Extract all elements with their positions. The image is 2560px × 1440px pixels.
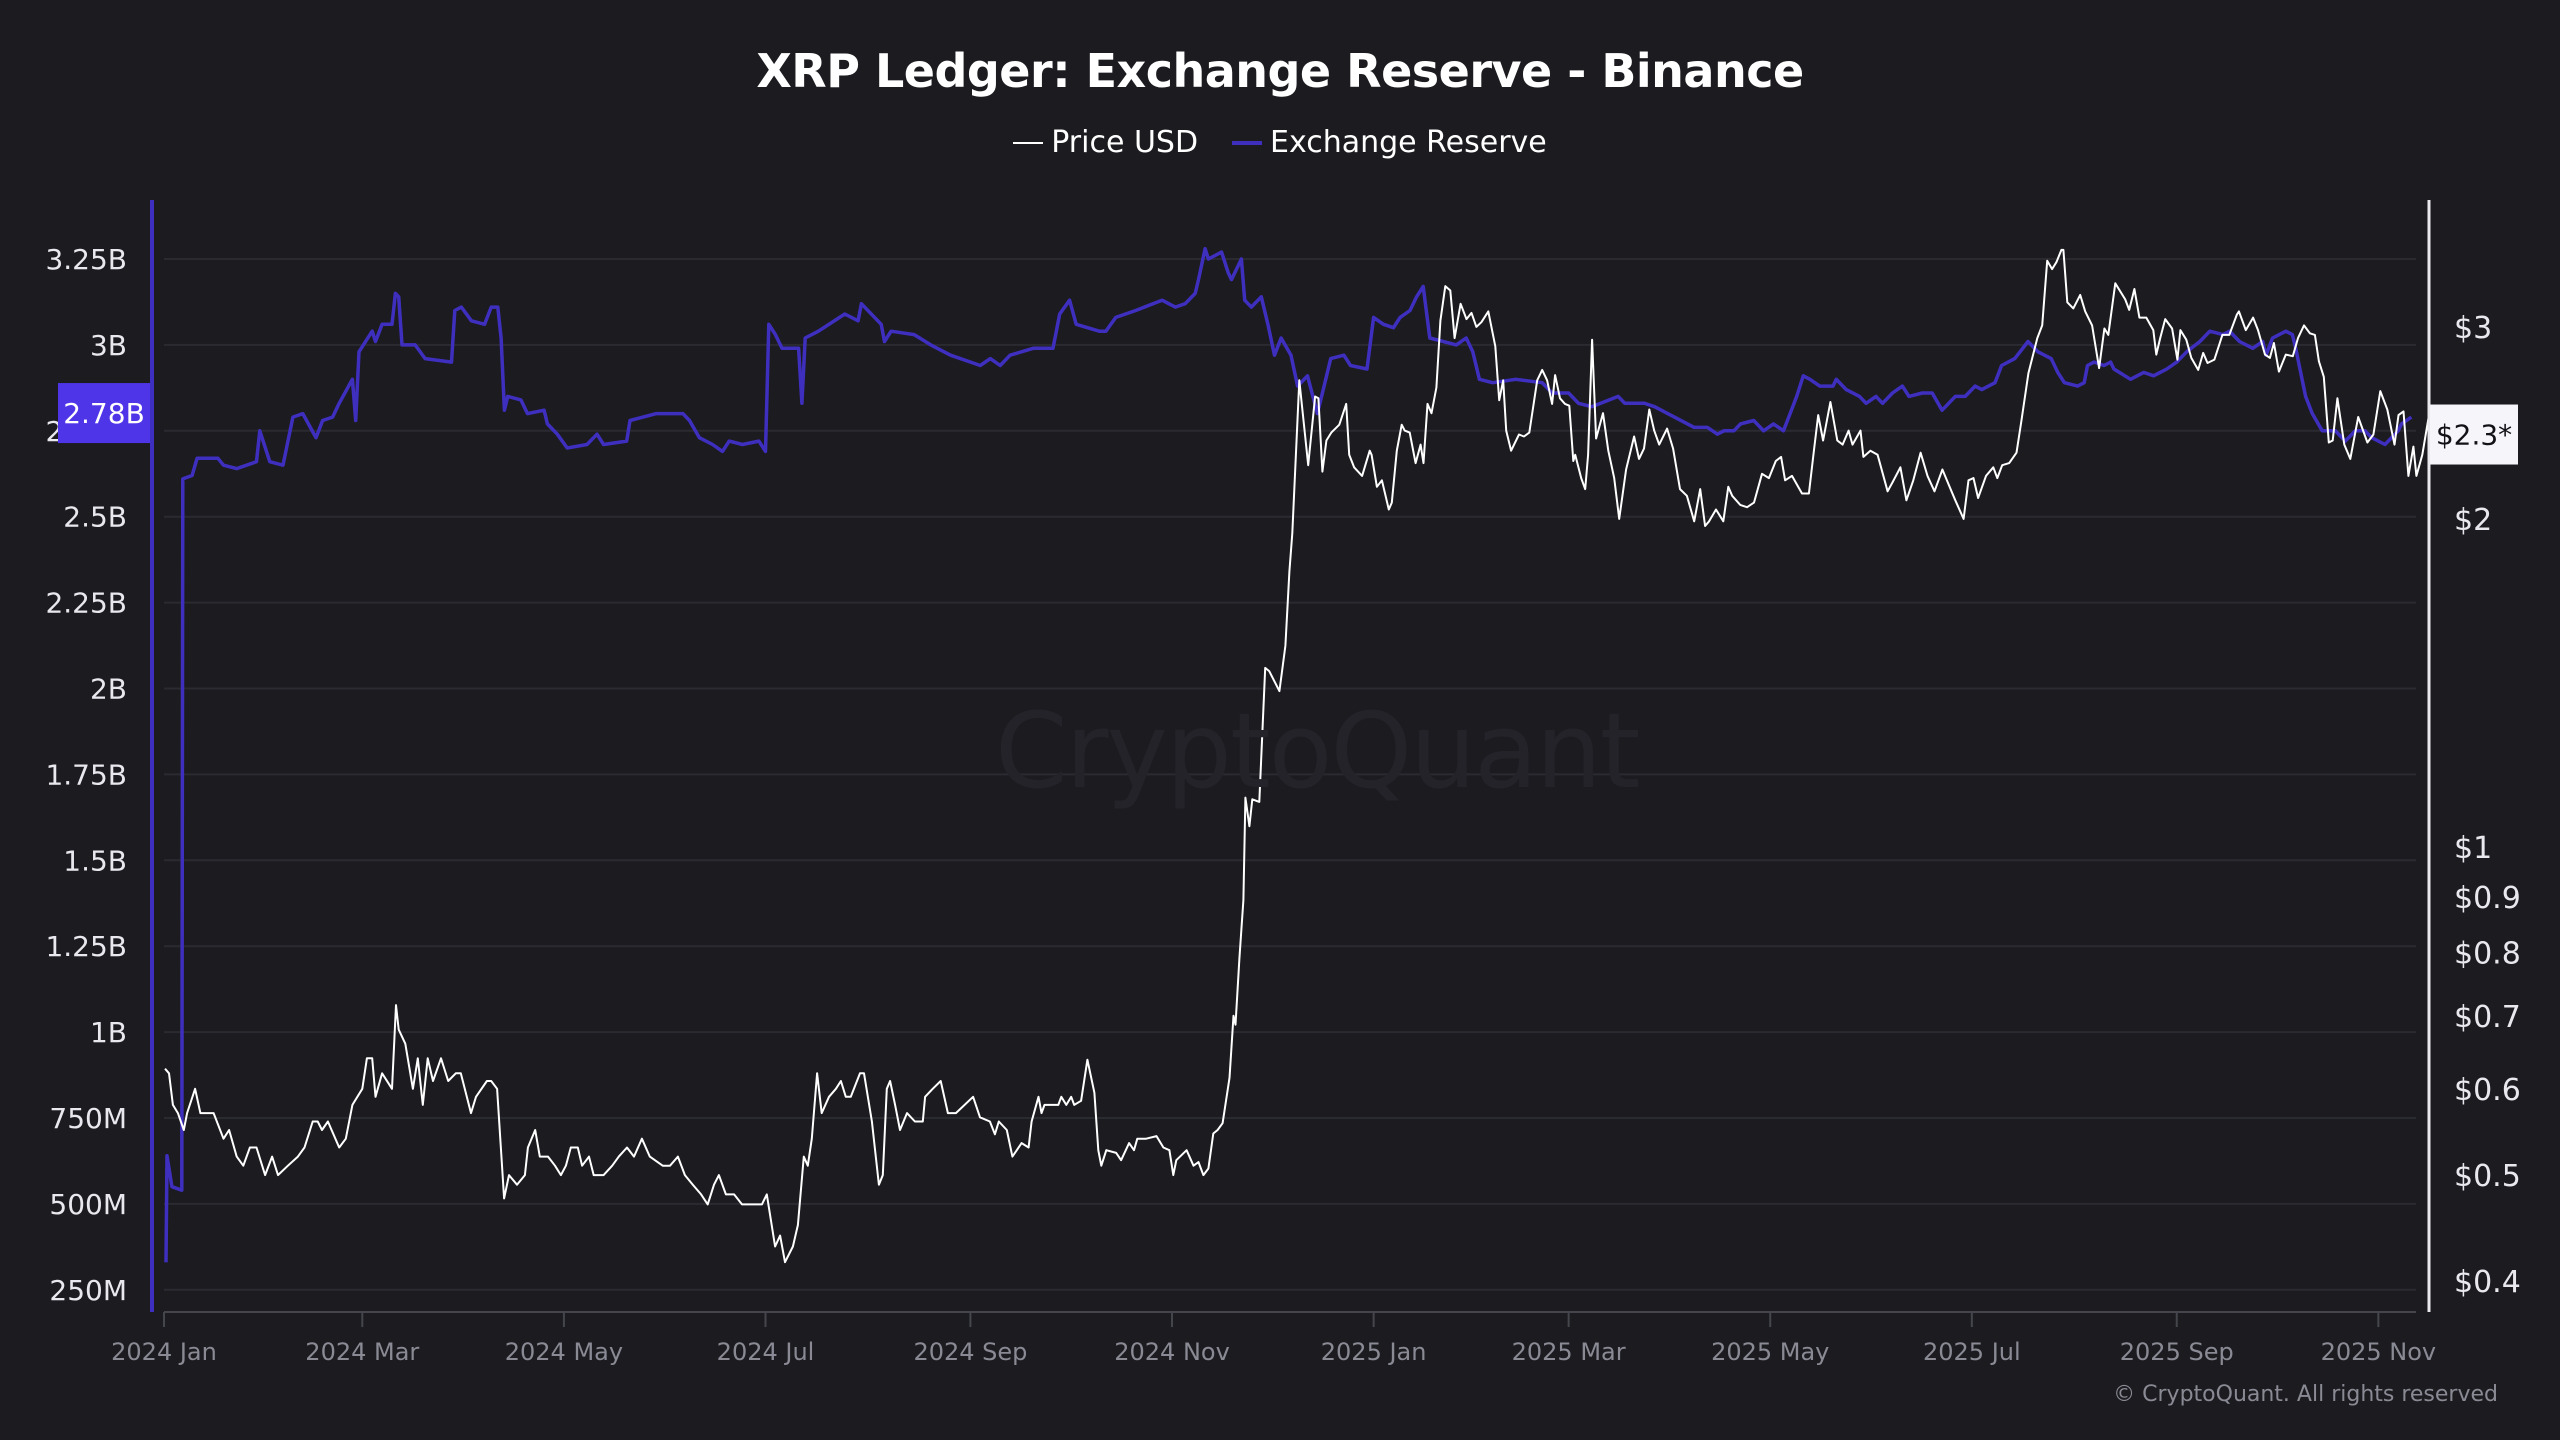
watermark: CryptoQuant — [995, 690, 1641, 812]
x-tick-label: 2024 Nov — [1114, 1338, 1230, 1366]
x-tick-label: 2025 Jul — [1923, 1338, 2021, 1366]
axes — [150, 200, 2431, 1327]
y-right-tick-label: $0.7 — [2454, 1000, 2521, 1035]
y-left-tick-label: 3B — [90, 329, 127, 362]
x-tick-label: 2025 Nov — [2321, 1338, 2437, 1366]
x-tick-label: 2025 Jan — [1321, 1338, 1427, 1366]
y-left-tick-label: 2.25B — [45, 587, 127, 620]
y-left-tick-label: 250M — [49, 1274, 127, 1307]
x-tick-label: 2025 Sep — [2120, 1338, 2234, 1366]
y-right-tick-label: $0.6 — [2454, 1073, 2521, 1108]
chart-title: XRP Ledger: Exchange Reserve - Binance — [756, 44, 1804, 98]
x-tick-label: 2024 Sep — [913, 1338, 1027, 1366]
y-right-tick-label: $0.8 — [2454, 937, 2521, 972]
legend-item-reserve[interactable]: Exchange Reserve — [1232, 125, 1547, 160]
y-right-tick-label: $2 — [2454, 503, 2492, 538]
y-left-tick-label: 500M — [49, 1188, 127, 1221]
current-reserve-label: 2.78B — [63, 397, 145, 430]
x-tick-label: 2025 Mar — [1512, 1338, 1626, 1366]
y-right-tick-label: $1 — [2454, 831, 2492, 866]
legend-item-price[interactable]: Price USD — [1013, 125, 1198, 160]
legend: Price USD Exchange Reserve — [0, 125, 2560, 160]
current-price-label: $2.3* — [2436, 419, 2512, 452]
price-usd-line — [164, 248, 2437, 1264]
x-tick-label: 2024 Jul — [717, 1338, 815, 1366]
y-right-tick-label: $3 — [2454, 311, 2492, 346]
y-right-tick-label: $0.4 — [2454, 1265, 2521, 1300]
y-left-tick-label: 2.5B — [63, 501, 127, 534]
legend-swatch-reserve — [1232, 140, 1263, 145]
x-tick-label: 2024 Jan — [111, 1338, 217, 1366]
y-left-tick-label: 750M — [49, 1102, 127, 1135]
series-layer — [164, 246, 2437, 1264]
legend-label-price: Price USD — [1051, 125, 1199, 160]
x-tick-label: 2024 May — [505, 1338, 623, 1366]
copyright: © CryptoQuant. All rights reserved — [2113, 1382, 2498, 1407]
current-reserve-badge — [58, 383, 150, 444]
current-price-badge — [2430, 404, 2518, 465]
legend-label-reserve: Exchange Reserve — [1270, 125, 1547, 160]
y-right-tick-label: $0.5 — [2454, 1159, 2521, 1194]
gridlines — [164, 258, 2416, 1291]
y-right-tick-label: $0.9 — [2454, 881, 2521, 916]
y-left-tick-label: 1.25B — [45, 930, 127, 963]
y-left-tick-label: 1.5B — [63, 844, 127, 877]
y-left-tick-label: 2B — [90, 673, 127, 706]
axis-labels: 3.25B3B2.75B2.5B2.25B2B1.75B1.5B1.25B1B7… — [45, 243, 2520, 1366]
exchange-reserve-line — [164, 246, 2413, 1263]
x-tick-label: 2024 Mar — [305, 1338, 419, 1366]
y-left-tick-label: 1B — [90, 1016, 127, 1049]
y-left-tick-label: 1.75B — [45, 758, 127, 791]
y-left-tick-label: 3.25B — [45, 243, 127, 276]
legend-swatch-price — [1013, 141, 1044, 144]
x-tick-label: 2025 May — [1711, 1338, 1829, 1366]
